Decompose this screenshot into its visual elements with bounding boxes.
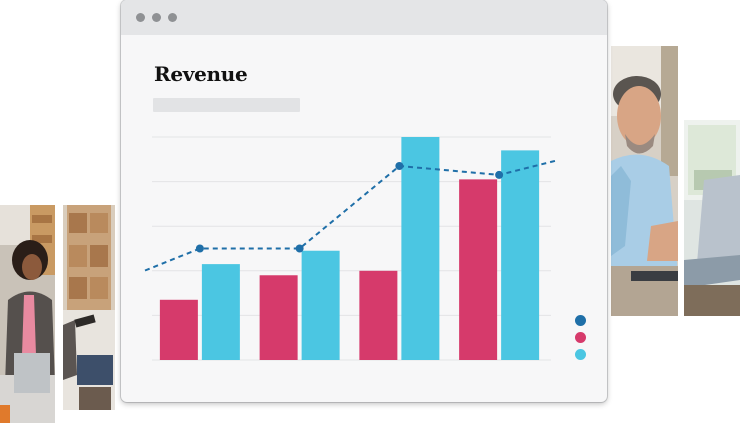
bar-series2-group2 — [301, 250, 340, 360]
photo-strip-warehouse-shelves — [63, 205, 115, 410]
chart-subtitle-placeholder — [153, 98, 300, 112]
window-minimize-dot[interactable] — [152, 13, 161, 22]
window-titlebar — [121, 0, 607, 35]
photo-strip-laptop — [684, 120, 740, 316]
browser-window: Revenue — [121, 0, 607, 402]
line-point-2 — [295, 244, 304, 253]
line-series-path — [144, 159, 558, 272]
window-maximize-dot[interactable] — [168, 13, 177, 22]
bar-series1-group3 — [359, 270, 398, 360]
bar-series2-group3 — [401, 137, 440, 360]
window-close-dot[interactable] — [136, 13, 145, 22]
legend-dot-red-series — [575, 332, 586, 343]
line-point-4 — [495, 170, 504, 179]
line-point-3 — [395, 161, 404, 170]
bar-series2-group1 — [201, 264, 240, 360]
revenue-chart — [144, 136, 558, 361]
chart-title: Revenue — [154, 62, 248, 86]
bar-series1-group4 — [459, 179, 498, 360]
legend-dot-line-series — [575, 315, 586, 326]
bar-series2-group4 — [501, 150, 540, 360]
bar-series1-group2 — [259, 275, 298, 360]
line-point-1 — [195, 244, 204, 253]
photo-strip-woman-warehouse — [0, 205, 55, 423]
bar-series1-group1 — [159, 299, 198, 360]
legend-dot-cyan-series — [575, 349, 586, 360]
photo-strip-man-smiling — [611, 46, 678, 316]
